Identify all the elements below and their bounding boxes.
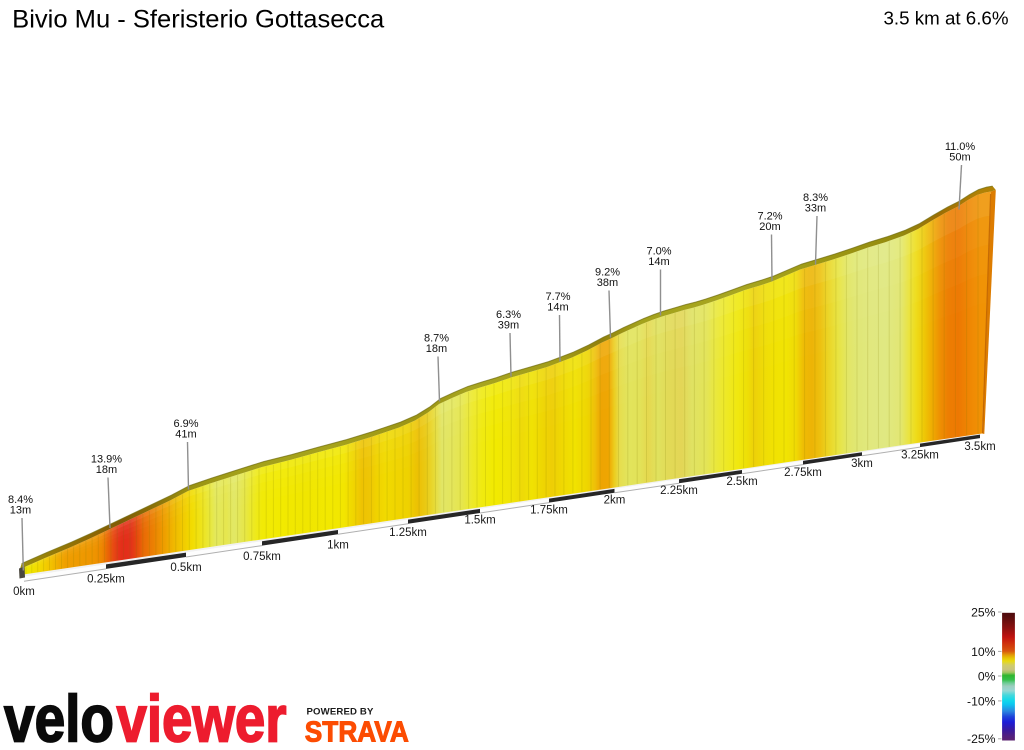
svg-text:6.9%: 6.9% [173, 418, 198, 430]
svg-text:9.2%: 9.2% [595, 267, 620, 279]
svg-text:7.7%: 7.7% [545, 291, 570, 303]
svg-text:velo: velo [4, 682, 114, 750]
svg-text:0%: 0% [978, 669, 996, 683]
svg-text:18m: 18m [96, 464, 117, 476]
svg-text:0km: 0km [13, 586, 35, 598]
svg-text:-10%: -10% [967, 694, 996, 708]
svg-text:1.5km: 1.5km [464, 515, 495, 527]
svg-text:2.5km: 2.5km [726, 476, 757, 488]
svg-text:8.3%: 8.3% [803, 192, 828, 204]
svg-text:1.75km: 1.75km [530, 504, 568, 516]
svg-text:8.4%: 8.4% [8, 494, 33, 506]
svg-text:11.0%: 11.0% [945, 141, 976, 153]
svg-text:3.5 km at 6.6%: 3.5 km at 6.6% [884, 9, 1009, 29]
svg-text:0.5km: 0.5km [170, 562, 201, 574]
svg-text:-25%: -25% [967, 732, 996, 746]
svg-text:6.3%: 6.3% [496, 309, 521, 321]
svg-text:20m: 20m [759, 221, 780, 233]
svg-text:2km: 2km [604, 495, 626, 507]
svg-text:18m: 18m [426, 343, 447, 355]
svg-text:2.75km: 2.75km [784, 467, 822, 479]
svg-text:50m: 50m [949, 152, 970, 164]
svg-text:25%: 25% [971, 605, 996, 619]
svg-text:STRAVA: STRAVA [305, 717, 409, 749]
svg-text:7.0%: 7.0% [646, 246, 671, 258]
svg-text:0.25km: 0.25km [87, 574, 125, 586]
svg-text:2.25km: 2.25km [660, 485, 698, 497]
svg-text:41m: 41m [175, 429, 196, 441]
svg-text:viewer: viewer [117, 682, 287, 750]
svg-text:39m: 39m [498, 320, 519, 332]
svg-text:13.9%: 13.9% [91, 454, 122, 466]
svg-text:1.25km: 1.25km [389, 527, 427, 539]
svg-text:14m: 14m [547, 302, 568, 314]
svg-text:POWERED BY: POWERED BY [307, 707, 375, 718]
svg-text:3km: 3km [851, 458, 873, 470]
svg-text:0.75km: 0.75km [243, 551, 281, 563]
svg-text:Bivio Mu - Sferisterio Gottase: Bivio Mu - Sferisterio Gottasecca [12, 6, 385, 34]
svg-text:33m: 33m [805, 203, 826, 215]
svg-text:1km: 1km [327, 540, 349, 552]
svg-text:13m: 13m [10, 505, 31, 517]
svg-text:3.5km: 3.5km [964, 441, 995, 453]
svg-text:3.25km: 3.25km [901, 450, 939, 462]
svg-text:10%: 10% [971, 645, 996, 659]
svg-text:8.7%: 8.7% [424, 333, 449, 345]
svg-text:14m: 14m [648, 256, 669, 268]
svg-text:38m: 38m [597, 277, 618, 289]
svg-text:7.2%: 7.2% [757, 211, 782, 223]
